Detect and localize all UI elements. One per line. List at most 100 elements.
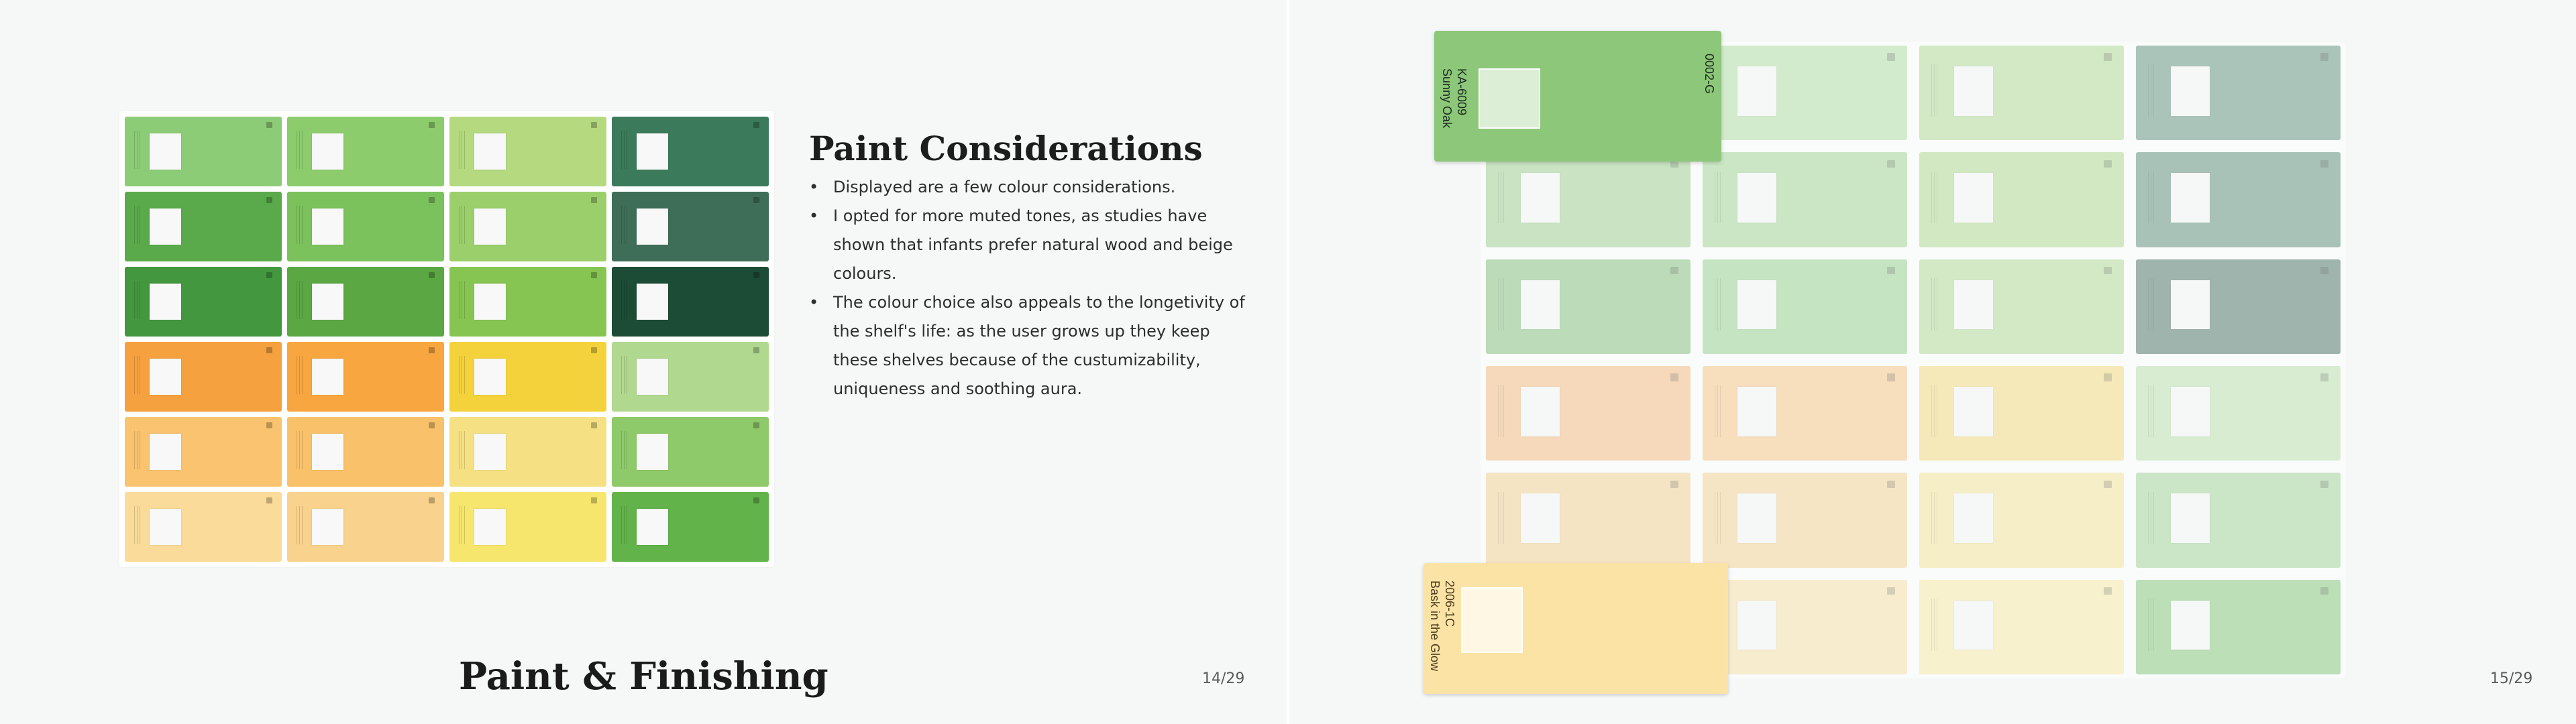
paint-swatch-chip (2136, 46, 2341, 141)
swatch-window (150, 508, 182, 546)
swatch-code-mark (1886, 587, 1895, 595)
swatch-window (637, 283, 669, 320)
swatch-window (312, 433, 344, 471)
paint-swatch-chip (1703, 259, 1907, 354)
swatch-window (312, 508, 344, 546)
paint-swatch-chip (287, 492, 444, 562)
swatch-code-mark (266, 122, 272, 128)
swatch-window (474, 133, 506, 170)
swatch-code-mark (1670, 480, 1678, 488)
swatch-label-lines (459, 355, 466, 394)
swatch-window (1953, 66, 1993, 116)
swatch-label-lines (1498, 491, 1507, 544)
swatch-window (150, 208, 182, 245)
swatch-code-mark (266, 272, 272, 278)
swatch-code-mark (2320, 480, 2328, 488)
swatch-code-mark (1886, 480, 1895, 488)
paint-swatch-chip (1703, 46, 1907, 141)
paint-swatch-chip (2136, 152, 2341, 247)
swatch-label-lines (1931, 171, 1940, 224)
swatch-code-mark (590, 122, 597, 128)
swatch-code-mark (428, 497, 435, 503)
swatch-code-mark (428, 422, 435, 428)
swatch-window (150, 133, 182, 170)
paint-swatch-chip (1703, 579, 1907, 674)
swatch-code-mark (2320, 373, 2328, 381)
swatch-label-lines (1715, 171, 1723, 224)
swatch-label-lines (621, 130, 628, 169)
swatch-label-lines (297, 430, 303, 469)
paint-swatch-chip (2136, 579, 2341, 674)
swatch-window (1953, 493, 1993, 543)
swatch-label-lines (621, 430, 628, 469)
swatch-window (637, 133, 669, 170)
swatch-window (1953, 387, 1993, 436)
swatch-label-lines (621, 355, 628, 394)
swatch-window (1737, 387, 1776, 436)
bullet-item: The colour choice also appeals to the lo… (809, 288, 1245, 404)
swatch-code-mark (1670, 160, 1678, 168)
swatch-code-mark (428, 272, 435, 278)
swatch-card-code: 0002-G (1703, 54, 1716, 95)
swatch-label-lines (2148, 278, 2157, 330)
swatch-label-lines (1931, 64, 1940, 117)
swatch-window (637, 358, 669, 396)
swatch-code-mark (753, 272, 759, 278)
paint-swatch-chip (1919, 579, 2124, 674)
swatch-code-mark (266, 347, 272, 353)
swatch-label-lines (459, 205, 466, 244)
page-divider (1287, 0, 1289, 724)
swatch-window (474, 433, 506, 471)
paint-swatch-chip (125, 192, 282, 261)
swatch-label-lines (1931, 385, 1940, 437)
swatch-code-mark (428, 122, 435, 128)
swatch-card-sunny-oak: KA-6009 Sunny Oak 0002-G (1434, 31, 1721, 162)
swatch-window (474, 358, 506, 396)
paint-swatch-chip (287, 117, 444, 186)
swatch-code-mark (266, 197, 272, 203)
swatch-code-mark (428, 197, 435, 203)
swatch-label-lines (297, 355, 303, 394)
swatch-label-lines (1498, 278, 1507, 330)
swatch-label-lines (297, 205, 303, 244)
swatch-label-lines (134, 355, 141, 394)
swatch-window (2170, 173, 2210, 223)
swatch-card-label: 2006-1C Bask in the Glow (1428, 581, 1456, 672)
swatch-code-mark (2103, 53, 2112, 61)
paint-swatch-chip (125, 267, 282, 337)
swatch-label-lines (621, 505, 628, 544)
swatch-window (1737, 600, 1776, 650)
swatch-code-mark (590, 272, 597, 278)
swatch-label-lines (297, 505, 303, 544)
swatch-label-lines (459, 505, 466, 544)
paint-swatch-chip (125, 417, 282, 487)
paint-swatch-chip (1919, 152, 2124, 247)
swatch-label-lines (459, 130, 466, 169)
paint-swatch-chip (1486, 259, 1690, 354)
swatch-code-mark (1670, 373, 1678, 381)
swatch-code-mark (590, 422, 597, 428)
paint-swatch-chip (612, 417, 769, 487)
swatch-window (1520, 387, 1560, 436)
swatch-code-mark (753, 422, 759, 428)
paint-swatch-chip (2136, 473, 2341, 568)
swatch-label-lines (134, 205, 141, 244)
swatch-window (637, 508, 669, 546)
swatch-label-lines (1498, 171, 1507, 224)
swatch-code-mark (2320, 53, 2328, 61)
swatch-label-lines (459, 430, 466, 469)
swatch-window (1953, 280, 1993, 330)
paint-swatch-chip (2136, 259, 2341, 354)
swatch-label-lines (2148, 171, 2157, 224)
section-title: Paint & Finishing (459, 654, 828, 699)
swatch-window (312, 358, 344, 396)
swatch-window (637, 433, 669, 471)
swatch-window (1737, 173, 1776, 223)
swatch-label-lines (297, 130, 303, 169)
paint-swatch-chip (1486, 365, 1690, 461)
paint-swatch-chip (612, 117, 769, 186)
bullet-list: Displayed are a few colour consideration… (809, 173, 1245, 404)
paint-swatch-chip (125, 117, 282, 186)
swatch-label-lines (1931, 491, 1940, 544)
paint-swatch-chip (1919, 46, 2124, 141)
